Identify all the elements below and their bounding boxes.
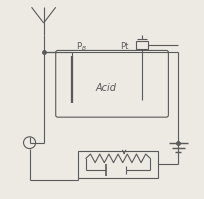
Bar — [136, 41, 148, 50]
Text: P$_B$: P$_B$ — [76, 40, 87, 53]
Text: Acid: Acid — [95, 83, 116, 93]
Text: Pt: Pt — [120, 42, 128, 51]
Bar — [78, 150, 158, 178]
